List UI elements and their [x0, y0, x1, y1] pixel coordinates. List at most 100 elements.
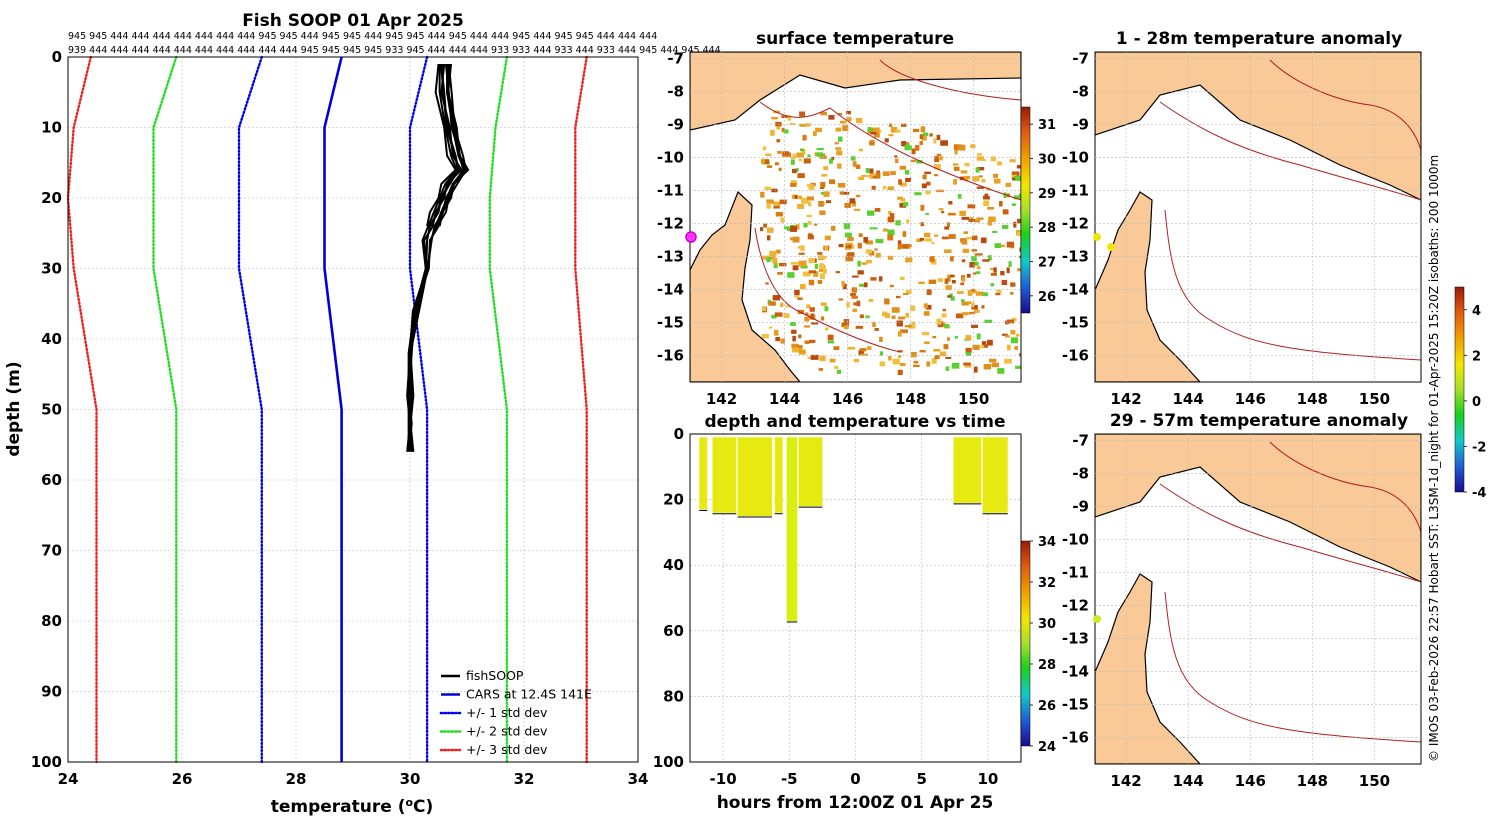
sst-pixel: [835, 127, 842, 132]
sst-pixel: [944, 323, 950, 329]
sst-pixel: [824, 235, 831, 241]
dt-ytick-label: 100: [653, 753, 684, 771]
sst-pixel: [815, 127, 822, 133]
sst-pixel: [829, 358, 836, 363]
sst-pixel: [1019, 247, 1021, 252]
sst-pixel: [875, 252, 881, 258]
sst-pixel: [834, 365, 839, 370]
sst-pixel: [853, 358, 859, 363]
sst-pixel: [838, 244, 844, 248]
sst-pixel: [1006, 267, 1010, 274]
anomaly-marker: [1107, 243, 1115, 251]
sst-pixel: [953, 144, 962, 151]
sst-pixel: [821, 153, 826, 157]
profile-ytick-label: 0: [52, 48, 62, 66]
fishsoop-profile-line: [407, 63, 469, 452]
sst-pixel: [819, 355, 826, 362]
sst-pixel: [948, 234, 956, 239]
cape-york-land: [690, 190, 801, 382]
fishsoop-profile-line: [438, 63, 470, 227]
dt-ytick-label: 0: [674, 425, 684, 443]
isobath-200: [759, 101, 1021, 201]
sst-pixel: [954, 335, 958, 339]
sst-pixel: [976, 291, 984, 296]
map-lon-label: 146: [1235, 390, 1266, 408]
sst-pixel: [983, 343, 989, 348]
sst-pixel: [976, 217, 984, 220]
sst-pixel: [774, 312, 783, 317]
sst-pixel: [952, 163, 959, 166]
sst-pixel: [905, 177, 912, 183]
sst-pixel: [853, 208, 861, 211]
sst-pixel: [835, 147, 842, 151]
legend-label: CARS at 12.4S 141E: [466, 687, 592, 702]
sst-pixel: [796, 152, 804, 158]
sst-pixel: [976, 266, 981, 270]
sst-pixel: [884, 298, 890, 305]
profile-ytick-label: 60: [41, 471, 62, 489]
sst-pixel: [1006, 319, 1015, 324]
map-lat-label: -12: [657, 215, 684, 233]
sst-pixel: [988, 358, 997, 363]
sst-pixel: [931, 357, 937, 364]
sst-pixel: [1019, 193, 1021, 198]
sst-pixel: [855, 164, 861, 170]
map-lat-label: -15: [1062, 696, 1089, 714]
sst-pixel: [904, 325, 912, 328]
depth-time-colorbar-ticks: 34 32 30 28 26 24: [1030, 535, 1056, 755]
sst-pixel: [980, 345, 984, 349]
sst-pixel: [963, 362, 971, 366]
sst-pixel: [867, 127, 872, 132]
sst-pixel: [959, 210, 966, 216]
sst-pixel: [870, 132, 877, 135]
sst-pixel: [982, 195, 990, 200]
sst-pixel: [987, 255, 992, 261]
sst-pixel: [797, 246, 802, 249]
sst-pixel: [845, 255, 854, 262]
sst-pixel: [943, 344, 949, 350]
sst-pixel: [846, 302, 850, 308]
sst-pixel: [923, 311, 930, 316]
sst-pixel: [824, 306, 829, 312]
sst-pixel: [785, 305, 791, 308]
sst-pixel: [900, 198, 906, 202]
sst-pixel: [830, 225, 836, 231]
sst-pixel: [924, 238, 932, 242]
sst-pixel: [972, 344, 980, 351]
sst-pixel: [773, 263, 778, 269]
sst-pixel: [904, 145, 912, 151]
sst-pixel: [977, 167, 985, 171]
sst-pixel: [1010, 337, 1018, 344]
dt-cast-block: [953, 437, 982, 503]
sst-pixel: [949, 274, 955, 278]
sst-pixel: [807, 154, 811, 158]
sst-pixel: [823, 191, 830, 197]
sst-pixel: [821, 174, 828, 177]
profile-series: [66, 55, 588, 764]
sst-pixel: [802, 271, 811, 277]
depth-time-title: depth and temperature vs time: [705, 412, 1006, 432]
sst-pixel: [850, 156, 856, 161]
map-lon-label: 142: [1110, 390, 1141, 408]
sst-pixel: [975, 167, 980, 173]
sst-pixel: [775, 212, 783, 217]
sst-pixel: [982, 158, 987, 162]
map-lon-label: 146: [832, 390, 863, 408]
sst-pixel: [942, 322, 946, 327]
profile-xtick-label: 28: [286, 770, 307, 788]
sst-pixel: [846, 110, 851, 115]
sst-pixel: [891, 315, 896, 319]
map-lon-label: 150: [1359, 390, 1390, 408]
sst-pixel: [842, 191, 850, 195]
sst-pixel: [914, 192, 922, 196]
sst-pixel: [841, 322, 849, 328]
sst-pixel: [847, 346, 856, 350]
sst-pixel: [925, 190, 931, 195]
map-lon-label: 144: [769, 390, 800, 408]
anomaly-map-1-ticks: 142 144 146 148 150 -7 -8 -9 -10 -11 -12 -13 -14 -15 -…: [1062, 50, 1421, 408]
legend-label: +/- 1 std dev: [466, 705, 548, 720]
sst-pixel: [783, 129, 789, 134]
map-lon-label: 148: [895, 390, 926, 408]
map-lat-label: -12: [1062, 215, 1089, 233]
sst-pixel: [827, 340, 835, 344]
